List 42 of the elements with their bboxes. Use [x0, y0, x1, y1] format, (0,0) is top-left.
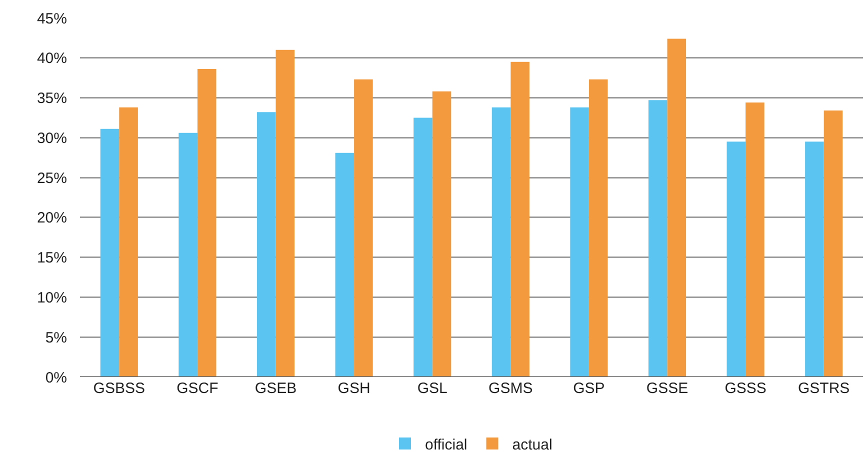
- bar: [432, 91, 452, 377]
- x-tick-label: GSL: [417, 380, 448, 397]
- x-tick-label: GSMS: [488, 380, 533, 397]
- bar: [119, 107, 138, 377]
- bar: [414, 118, 432, 377]
- y-tick-label: 30%: [36, 130, 67, 147]
- x-tick-label: GSCF: [176, 380, 218, 397]
- bar: [746, 102, 764, 377]
- bar: [197, 69, 216, 377]
- x-tick-label: GSP: [573, 380, 605, 397]
- bar: [276, 50, 295, 377]
- x-tick-label: GSH: [338, 380, 370, 397]
- bar: [178, 132, 198, 377]
- bar: [335, 152, 354, 377]
- y-tick-label: 25%: [36, 170, 67, 187]
- x-tick-label: GSBSS: [93, 380, 145, 397]
- bar: [510, 62, 530, 377]
- bar: [648, 100, 668, 377]
- bar: [100, 128, 120, 377]
- bar: [256, 112, 276, 377]
- x-tick-label: GSEB: [254, 380, 297, 397]
- y-tick-label: 15%: [36, 250, 67, 267]
- y-tick-label: 20%: [36, 210, 67, 227]
- legend-label: actual: [512, 436, 552, 454]
- bar: [588, 79, 608, 377]
- y-tick-label: 10%: [36, 289, 67, 306]
- y-tick-label: 45%: [36, 10, 67, 28]
- x-tick-label: GSSE: [646, 380, 688, 397]
- bar: [667, 38, 686, 377]
- y-tick-label: 5%: [45, 329, 67, 346]
- x-tick-label: GSTRS: [798, 380, 850, 397]
- bar: [570, 107, 589, 377]
- bar: [492, 107, 511, 377]
- bar: [354, 79, 373, 377]
- legend-label: official: [425, 436, 468, 454]
- bar: [824, 110, 843, 377]
- y-tick-label: 40%: [36, 50, 67, 68]
- bar: [805, 142, 824, 377]
- x-tick-label: GSSS: [724, 380, 766, 397]
- y-tick-label: 0%: [45, 369, 67, 386]
- y-tick-label: 35%: [36, 90, 67, 108]
- bar: [726, 142, 746, 377]
